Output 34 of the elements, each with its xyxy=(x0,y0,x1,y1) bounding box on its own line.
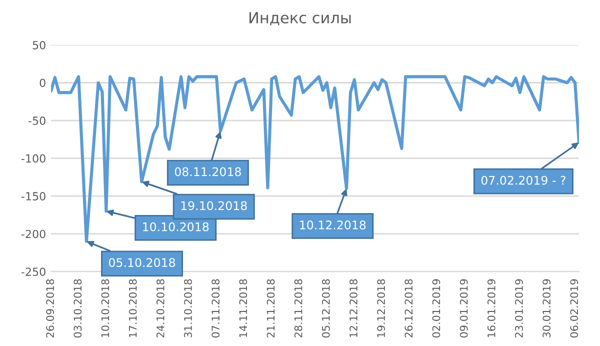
y-tick-label: -100 xyxy=(21,154,46,163)
y-tick-label: -250 xyxy=(21,268,46,276)
x-tick-label: 17.10.2018 xyxy=(128,279,137,338)
x-tick-label: 14.11.2018 xyxy=(239,279,248,338)
annotation: 05.10.2018 xyxy=(109,258,176,268)
y-tick-label: -50 xyxy=(28,116,46,125)
annotation: 10.12.2018 xyxy=(300,220,366,230)
x-tick-label: 31.10.2018 xyxy=(184,279,192,338)
x-tick-label: 19.12.2018 xyxy=(377,279,386,338)
x-tick-label: 12.12.2018 xyxy=(350,279,358,338)
annotation: 10.10.2018 xyxy=(143,222,209,232)
x-tick-label: 05.12.2018 xyxy=(322,279,330,338)
annotation: 19.10.2018 xyxy=(181,201,247,210)
x-tick-label: 26.12.2018 xyxy=(404,279,413,338)
x-tick-label: 28.11.2018 xyxy=(294,279,302,338)
annotation: 08.11.2018 xyxy=(174,167,241,176)
x-tick-label: 16.01.2019 xyxy=(487,279,496,338)
x-tick-label: 06.02.2019 xyxy=(570,279,578,338)
x-tick-label: 10.10.2018 xyxy=(101,279,110,338)
y-tick-label: -150 xyxy=(21,192,46,200)
x-tick-label: 23.01.2019 xyxy=(515,279,523,338)
x-tick-label: 09.01.2019 xyxy=(460,279,468,338)
chart-title: Индекс силы xyxy=(249,12,351,26)
annotation: 07.02.2019 - ? xyxy=(481,176,566,185)
x-tick-label: 02.01.2019 xyxy=(432,279,440,338)
y-tick-label: 0 xyxy=(40,78,46,88)
y-tick-label: 50 xyxy=(32,40,46,50)
x-tick-label: 24.10.2018 xyxy=(156,279,164,338)
y-tick-label: -200 xyxy=(21,230,46,238)
x-tick-label: 30.01.2019 xyxy=(542,279,550,338)
x-tick-label: 03.10.2018 xyxy=(74,279,82,338)
x-tick-label: 07.11.2018 xyxy=(212,279,220,338)
x-tick-label: 21.11.2018 xyxy=(266,279,275,338)
x-tick-label: 26.09.2018 xyxy=(46,279,54,338)
